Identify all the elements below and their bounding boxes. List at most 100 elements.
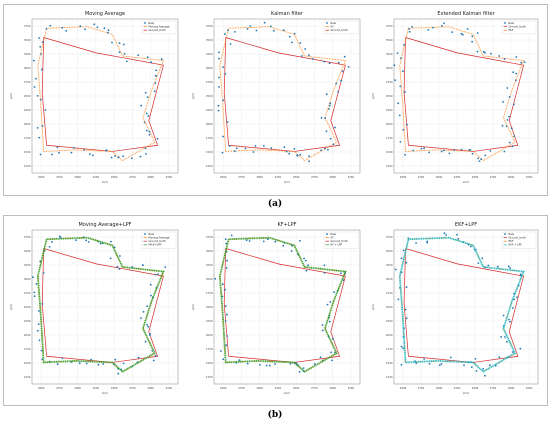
raw-point	[394, 268, 397, 271]
raw-point	[33, 295, 36, 298]
x-tick-label: 3000	[508, 175, 515, 179]
raw-point	[268, 364, 271, 367]
raw-point	[73, 147, 75, 149]
raw-point	[504, 336, 506, 338]
raw-point	[36, 329, 39, 332]
x-axis-label: x(m)	[463, 180, 470, 184]
y-tick-label: 1750	[206, 347, 213, 351]
raw-point	[224, 288, 226, 291]
raw-point	[307, 264, 309, 267]
raw-point	[440, 363, 443, 365]
raw-point	[308, 160, 310, 163]
raw-point	[144, 147, 147, 150]
raw-point	[140, 317, 142, 319]
y-tick-label: 3000	[24, 66, 31, 70]
raw-point	[399, 141, 402, 143]
legend-label: Ground_truth	[509, 24, 527, 28]
raw-point	[248, 240, 251, 242]
raw-point	[51, 241, 53, 243]
raw-point	[494, 364, 497, 367]
raw-point	[329, 102, 332, 105]
raw-point	[308, 155, 310, 158]
x-tick-label: 2250	[454, 386, 461, 390]
y-tick-label: 2500	[24, 94, 31, 98]
y-tick-label: 3250	[386, 52, 393, 56]
y-tick-label: 2250	[206, 108, 213, 112]
raw-point	[443, 22, 445, 25]
raw-point	[405, 317, 408, 320]
raw-point	[116, 265, 119, 268]
y-tick-label: 2000	[206, 333, 213, 337]
raw-point	[93, 23, 96, 26]
raw-point	[412, 149, 415, 152]
raw-point	[146, 323, 149, 326]
y-tick-label: 3750	[386, 235, 393, 239]
raw-point	[323, 272, 326, 274]
raw-point	[89, 153, 91, 155]
raw-point	[218, 86, 220, 88]
raw-point	[48, 246, 51, 248]
y-tick-label: 1750	[24, 136, 31, 140]
raw-point	[283, 146, 286, 149]
chart-ekf-lpf: EKF+LPF 2500 2750 3000 2250 2500 2750 3000 3250 3…	[371, 222, 539, 395]
legend-label: KF	[331, 235, 335, 239]
raw-point	[45, 27, 48, 30]
y-tick-label: 3000	[206, 277, 213, 281]
raw-point	[38, 136, 41, 139]
raw-point	[501, 124, 504, 127]
legend-label: Raw	[331, 232, 337, 236]
raw-point	[61, 357, 64, 360]
legend-label: KF	[331, 24, 335, 28]
raw-point	[481, 257, 484, 260]
raw-point	[519, 347, 522, 350]
raw-point	[337, 91, 340, 93]
raw-point	[149, 283, 152, 286]
raw-point	[484, 374, 486, 377]
legend-label: Ground_truth	[149, 28, 167, 32]
legend-marker-raw	[326, 233, 328, 235]
raw-point	[290, 250, 293, 252]
raw-point	[123, 53, 126, 55]
raw-point	[408, 28, 410, 30]
raw-point	[217, 104, 220, 107]
y-tick-label: 2500	[386, 305, 393, 309]
raw-point	[305, 269, 308, 272]
raw-point	[313, 363, 316, 365]
y-tick-label: 3500	[24, 38, 31, 42]
raw-point	[157, 273, 160, 275]
raw-point	[246, 362, 249, 365]
raw-point	[155, 74, 157, 77]
legend-box	[501, 231, 537, 249]
raw-point	[505, 125, 508, 128]
raw-point	[122, 43, 125, 46]
x-tick-label: 2750	[56, 175, 63, 179]
raw-point	[224, 73, 227, 75]
y-tick-label: 2500	[206, 94, 213, 98]
raw-point	[420, 147, 423, 150]
raw-point	[229, 43, 232, 45]
raw-point	[440, 150, 443, 153]
legend-label: Raw	[509, 232, 515, 236]
raw-point	[337, 61, 340, 64]
legend-label: KF + LPF	[331, 243, 343, 247]
x-tick-label: 2500	[38, 175, 45, 179]
raw-point	[311, 57, 314, 60]
y-tick-label: 3250	[206, 263, 213, 267]
raw-point	[273, 29, 275, 32]
raw-point	[511, 145, 514, 148]
raw-point	[142, 311, 145, 313]
raw-point	[453, 149, 456, 151]
raw-point	[515, 56, 518, 58]
raw-point	[65, 29, 68, 32]
raw-point	[222, 99, 225, 102]
legend-label: MA-F+LPF	[149, 243, 163, 247]
raw-point	[415, 242, 417, 244]
lpf-line	[218, 236, 347, 373]
raw-point	[478, 160, 481, 163]
raw-point	[334, 126, 336, 129]
ground-truth-line	[41, 37, 164, 152]
raw-point	[299, 153, 302, 156]
raw-point	[469, 149, 472, 151]
raw-point	[405, 261, 408, 264]
raw-point	[476, 32, 479, 34]
